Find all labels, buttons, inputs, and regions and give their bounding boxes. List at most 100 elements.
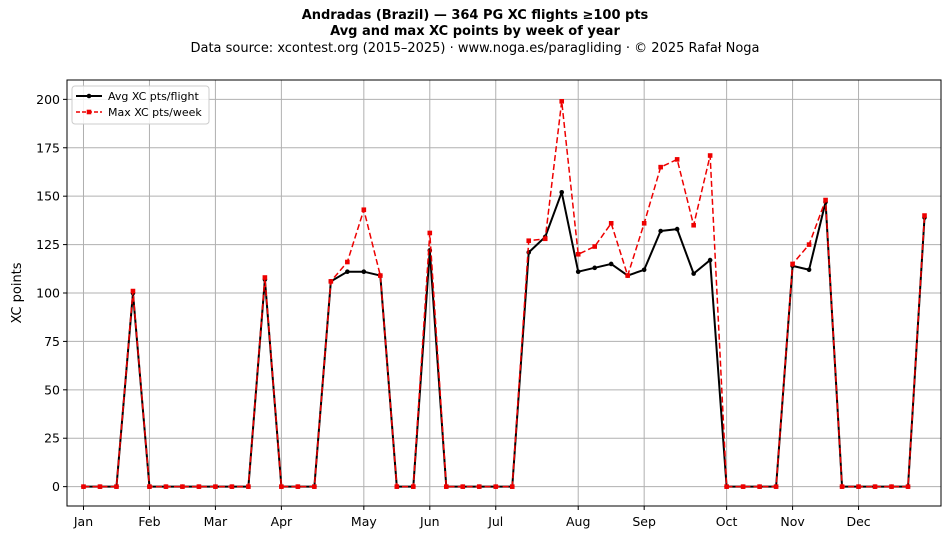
y-tick-label: 125: [36, 237, 60, 252]
max-data-point: [394, 484, 400, 489]
max-data-point: [658, 164, 663, 170]
avg-series-line: [83, 191, 926, 488]
legend: Avg XC pts/flight Max XC pts/week: [71, 85, 210, 125]
avg-data-point: [806, 267, 812, 273]
max-data-point: [856, 484, 861, 489]
max-data-point: [427, 230, 433, 236]
max-data-point: [213, 484, 218, 489]
max-data-point: [312, 484, 317, 489]
max-data-point: [905, 484, 911, 489]
x-tick-label: Jun: [419, 514, 440, 529]
max-data-point: [147, 484, 152, 489]
max-data-point: [460, 484, 466, 489]
max-data-point: [295, 484, 301, 489]
max-data-point: [97, 484, 103, 489]
max-data-point: [361, 207, 367, 213]
y-tick-label: 150: [36, 189, 60, 204]
x-tick-label: Apr: [271, 514, 293, 529]
max-data-point: [130, 288, 136, 294]
y-axis-label: XC points: [10, 262, 25, 323]
max-data-point: [114, 484, 119, 489]
max-data-point: [378, 273, 383, 278]
max-data-point: [279, 484, 284, 489]
avg-data-point: [575, 269, 581, 275]
chart-subtitle-bold: Avg and max XC points by week of year: [330, 24, 620, 39]
avg-data-point: [592, 265, 597, 271]
title-block: Andradas (Brazil) — 364 PG XC flights ≥1…: [0, 8, 950, 57]
avg-data-point: [658, 228, 663, 234]
avg-data-point: [641, 267, 647, 273]
max-data-point: [262, 275, 268, 280]
y-tick-label: 75: [44, 334, 60, 349]
max-data-point: [509, 484, 515, 489]
max-data-point: [625, 273, 630, 278]
x-tick-label: Mar: [204, 514, 228, 529]
avg-data-point: [559, 190, 565, 195]
x-tick-label: Sep: [632, 514, 656, 529]
avg-data-point: [691, 271, 696, 276]
max-data-point: [180, 484, 185, 489]
max-data-point: [691, 222, 696, 228]
x-tick-label: Oct: [716, 514, 738, 529]
max-data-point: [922, 213, 927, 218]
max-data-point: [559, 99, 565, 104]
avg-data-point: [345, 269, 350, 275]
max-data-point: [674, 157, 680, 162]
max-data-point: [823, 197, 828, 203]
max-series-line: [83, 100, 926, 488]
y-tick-label: 50: [44, 382, 60, 397]
max-data-point: [443, 484, 449, 489]
x-tick-label: Nov: [780, 514, 805, 529]
max-data-point: [724, 484, 729, 489]
max-data-point: [740, 484, 746, 489]
max-data-point: [872, 484, 878, 489]
x-tick-label: May: [351, 514, 377, 529]
max-data-point: [493, 484, 499, 489]
max-data-point: [163, 484, 169, 489]
max-data-point: [411, 484, 416, 489]
avg-data-point: [608, 261, 614, 267]
max-data-point: [773, 484, 779, 489]
legend-label-avg: Avg XC pts/flight: [108, 90, 199, 103]
max-data-point: [81, 484, 86, 489]
y-tick-label: 25: [44, 431, 60, 446]
max-data-point: [575, 251, 581, 257]
max-data-point: [707, 153, 713, 158]
axis-ticks: Jan Feb Mar Apr May Jun Jul Aug Sep Oct Nov Dec 0 25 5…: [36, 92, 871, 529]
max-data-point: [229, 484, 235, 489]
x-tick-label: Aug: [566, 514, 590, 529]
y-tick-label: 100: [36, 286, 60, 301]
max-data-point: [246, 484, 251, 489]
max-data-point: [328, 279, 334, 284]
max-data-point: [526, 238, 532, 244]
max-data-point: [608, 220, 614, 226]
legend-box: [71, 85, 210, 125]
max-data-point: [889, 484, 894, 489]
y-tick-label: 0: [52, 479, 60, 494]
legend-marker-avg: [86, 93, 92, 99]
x-tick-label: Dec: [846, 514, 870, 529]
max-data-point: [592, 244, 597, 249]
max-data-point: [641, 220, 647, 226]
max-data-point: [790, 261, 795, 267]
y-tick-label: 200: [36, 92, 60, 107]
max-data-point: [345, 259, 350, 265]
max-data-point: [839, 484, 845, 489]
max-data-point: [476, 484, 482, 489]
x-tick-label: Jul: [487, 514, 503, 529]
max-data-point: [196, 484, 202, 489]
grid-lines: [67, 80, 941, 506]
max-data-point: [757, 484, 762, 489]
y-tick-label: 175: [36, 140, 60, 155]
legend-marker-max: [86, 109, 92, 115]
x-tick-label: Feb: [138, 514, 160, 529]
x-tick-label: Jan: [73, 514, 93, 529]
series-layer: [81, 99, 927, 489]
avg-data-point: [674, 226, 680, 232]
max-data-point: [806, 242, 812, 247]
avg-data-point: [361, 269, 367, 275]
chart-title: Andradas (Brazil) — 364 PG XC flights ≥1…: [301, 8, 649, 23]
legend-label-max: Max XC pts/week: [108, 106, 202, 119]
data-source-note: Data source: xcontest.org (2015–2025) · …: [190, 41, 760, 56]
